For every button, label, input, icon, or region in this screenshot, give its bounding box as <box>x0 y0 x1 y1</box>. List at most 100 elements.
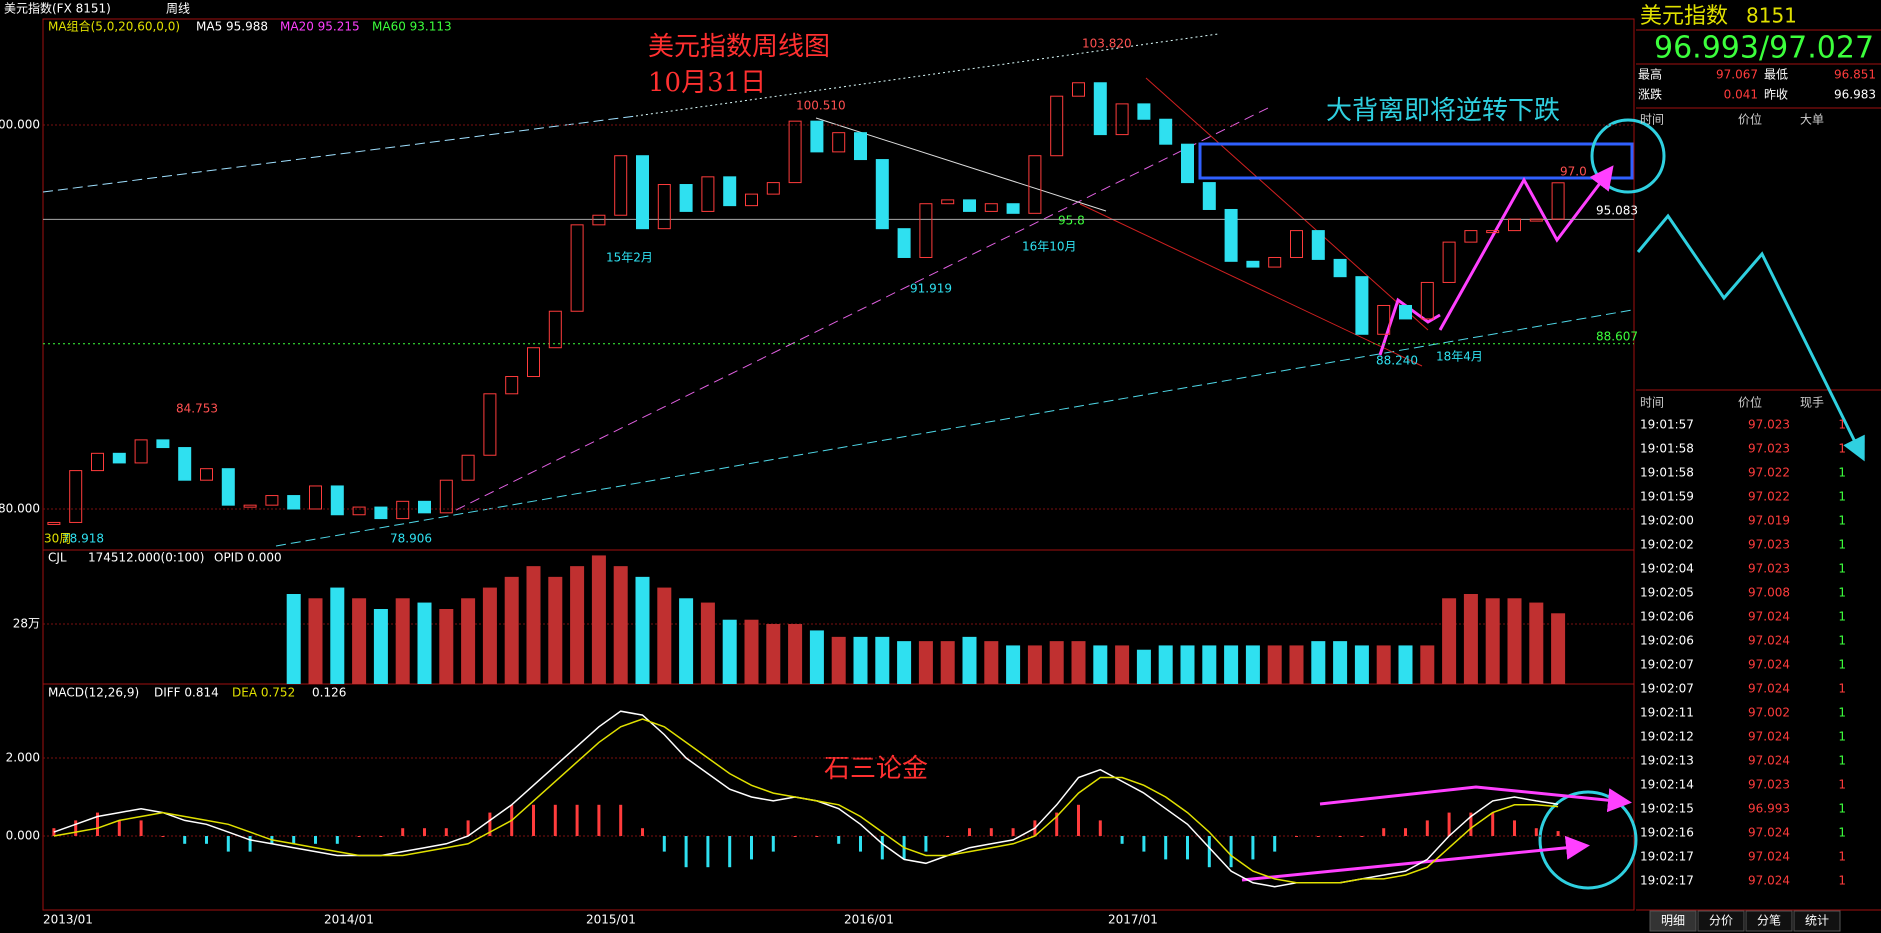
tab[interactable] <box>1697 910 1745 932</box>
volume-bar <box>940 641 955 684</box>
tab-label[interactable]: 分价 <box>1709 914 1733 928</box>
ma-title: MA组合(5,0,20,60,0,0) <box>48 19 180 34</box>
tick-volume: 1 <box>1838 634 1846 648</box>
tab-label[interactable]: 分笔 <box>1757 913 1781 928</box>
macd-bar <box>859 836 862 852</box>
wave-arrow <box>1438 165 1614 331</box>
tick-volume: 1 <box>1838 874 1846 888</box>
price-label: 78.918 <box>62 532 104 546</box>
week-label: 30周 <box>44 532 71 546</box>
macd-bar <box>161 836 165 837</box>
macd-bar <box>205 836 208 844</box>
macd-bar <box>706 836 710 868</box>
macd-hist: 0.126 <box>312 686 346 700</box>
tick-volume: 1 <box>1838 754 1846 768</box>
volume-bar <box>679 598 694 684</box>
volume-bar <box>1115 645 1130 684</box>
tick-time: 19:01:59 <box>1640 490 1694 504</box>
tab[interactable] <box>1649 910 1697 932</box>
label: 涨跌 <box>1638 87 1662 102</box>
tick-volume: 1 <box>1838 706 1846 720</box>
vol-opid: OPID 0.000 <box>214 551 282 565</box>
tick-time: 19:02:16 <box>1640 826 1694 840</box>
tick-time: 19:01:58 <box>1640 466 1694 480</box>
tick-volume: 1 <box>1838 682 1846 696</box>
resistance-box <box>1198 142 1634 180</box>
macd-dea <box>53 718 1559 884</box>
quote-prev: 96.983 <box>1834 88 1876 102</box>
macd-bar <box>1360 836 1364 837</box>
candle <box>1399 304 1412 320</box>
volume-bar <box>744 619 759 684</box>
volume-bar <box>1442 598 1457 684</box>
volume-bar <box>1507 598 1522 684</box>
macd-bar <box>1098 820 1102 836</box>
macd-bar <box>488 812 492 836</box>
candle <box>505 376 519 395</box>
candle <box>178 447 192 481</box>
candle <box>265 495 279 506</box>
tick-price: 97.024 <box>1748 730 1790 744</box>
tick-volume: 1 <box>1838 442 1846 456</box>
vol-value: 174512.000(0:100) <box>88 551 204 565</box>
macd-bar <box>1273 836 1277 852</box>
y-tick-label: 2.000 <box>6 751 40 765</box>
volume-bar <box>613 566 628 684</box>
candle <box>1355 276 1369 335</box>
tab[interactable] <box>1745 910 1793 932</box>
volume-bar <box>1354 645 1369 684</box>
macd-bar <box>946 836 950 837</box>
candle <box>1028 155 1042 214</box>
candle <box>963 199 976 212</box>
macd-bar <box>619 804 623 836</box>
tick-time: 19:02:17 <box>1640 874 1694 888</box>
ma60: MA60 93.113 <box>372 20 452 34</box>
macd-bar <box>1164 836 1168 860</box>
volume-bar <box>373 609 388 684</box>
quote-low: 96.851 <box>1834 68 1876 82</box>
macd-bar <box>139 820 143 836</box>
tick-price: 97.024 <box>1748 658 1790 672</box>
macd-bar <box>1142 836 1146 852</box>
candle <box>352 506 366 516</box>
x-tick-label: 2014/01 <box>324 913 374 927</box>
tick-volume: 1 <box>1838 610 1846 624</box>
macd-bar <box>1469 812 1473 836</box>
quote-code: 8151 <box>1746 4 1797 28</box>
volume-bar <box>395 598 410 684</box>
candle <box>810 120 824 153</box>
volume-bar <box>722 619 737 684</box>
volume-bar <box>657 587 672 684</box>
macd-bar <box>379 836 383 837</box>
candle <box>47 521 61 525</box>
macd-bar <box>183 836 187 844</box>
price-label: 97.0 <box>1560 165 1587 179</box>
macd-bar <box>1055 812 1059 836</box>
tab[interactable] <box>1793 910 1841 932</box>
macd-bar <box>1425 820 1429 836</box>
tick-price: 97.024 <box>1748 850 1790 864</box>
candle <box>1246 260 1260 268</box>
volume-bar <box>1093 645 1108 684</box>
candle <box>91 452 104 472</box>
tab-label[interactable]: 明细 <box>1661 914 1685 928</box>
volume-bar <box>1529 602 1544 684</box>
column-header: 价位 <box>1738 395 1762 410</box>
candle <box>527 347 540 378</box>
tab-label[interactable]: 统计 <box>1805 914 1829 928</box>
macd-bar <box>750 836 753 860</box>
volume-bar <box>439 609 454 684</box>
macd-bar <box>1404 828 1407 836</box>
candle <box>221 468 235 506</box>
macd-bar <box>444 828 448 836</box>
tick-time: 19:02:17 <box>1640 850 1694 864</box>
volume-bar <box>417 602 432 684</box>
quote-name: 美元指数 <box>1640 4 1728 29</box>
highlight-circle <box>1590 118 1666 194</box>
tick-volume: 1 <box>1838 490 1846 504</box>
tick-time: 19:02:06 <box>1640 610 1694 624</box>
date-label: 18年4月 <box>1436 350 1483 364</box>
candle <box>243 504 257 508</box>
tick-price: 97.023 <box>1748 538 1790 552</box>
volume-bar <box>1136 649 1151 684</box>
